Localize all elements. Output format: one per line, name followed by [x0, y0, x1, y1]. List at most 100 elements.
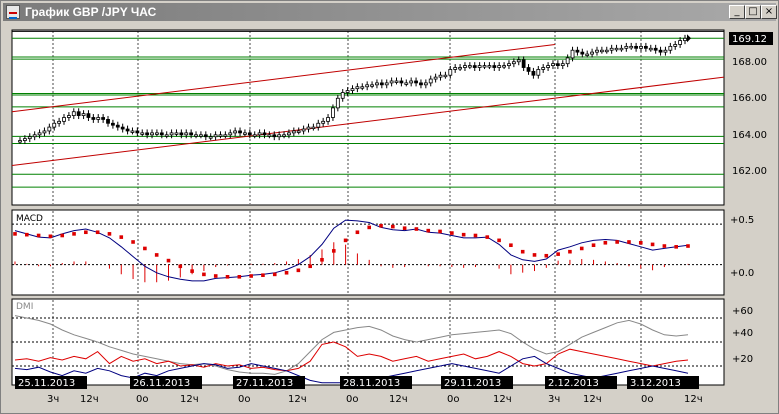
candle-body	[111, 122, 115, 126]
candle-body	[536, 69, 541, 76]
candle-body	[516, 59, 521, 63]
candle-body	[76, 111, 81, 116]
macd-signal-point	[579, 246, 584, 251]
macd-signal-point	[154, 253, 159, 257]
macd-signal-point	[438, 229, 442, 234]
candle-body	[487, 65, 492, 68]
macd-signal-point	[225, 275, 230, 279]
macd-signal-point	[343, 238, 348, 243]
minimize-button[interactable]: _	[729, 5, 745, 19]
macd-signal-point	[166, 258, 171, 263]
candle-body	[404, 82, 409, 85]
macd-signal-point	[308, 264, 312, 269]
macd-signal-point	[603, 240, 608, 245]
maximize-button[interactable]: □	[745, 5, 761, 19]
macd-signal-point	[532, 253, 537, 257]
macd-signal-point	[615, 240, 619, 244]
date-label: 28.11.2013	[343, 378, 400, 389]
dmi-label: DMI	[16, 302, 33, 312]
current-price-box	[729, 32, 773, 45]
candle-body	[282, 134, 286, 137]
candle-body	[252, 134, 257, 137]
macd-signal-point	[261, 273, 265, 277]
macd-label: MACD	[16, 214, 43, 224]
channel-upper-line	[11, 43, 556, 113]
candle-body	[243, 132, 247, 135]
candle-body	[86, 113, 91, 118]
price-panel[interactable]	[11, 29, 725, 206]
macd-signal-point	[638, 240, 643, 245]
candle-body	[585, 53, 590, 56]
candle-body	[125, 128, 130, 132]
candle-body	[370, 84, 374, 87]
candle-body	[663, 49, 668, 53]
macd-signal-point	[402, 226, 407, 230]
date-label-box	[340, 376, 412, 389]
candle-body	[71, 111, 76, 116]
price-levels	[12, 30, 724, 188]
title-bar[interactable]: График GBP /JPY ЧАС _ □ ×	[3, 3, 777, 21]
candle-body	[477, 65, 482, 68]
candle-body	[507, 63, 511, 66]
hour-label: 3ч	[47, 394, 59, 405]
chart-app-icon	[6, 5, 20, 19]
candle-body	[658, 49, 663, 53]
candle-body	[301, 128, 306, 132]
hour-label: 12ч	[493, 394, 512, 405]
candle-body	[42, 130, 47, 134]
candle-body	[648, 47, 653, 51]
candle-body	[257, 132, 262, 136]
candle-body	[546, 65, 550, 68]
dmi-tick: +40	[732, 328, 753, 339]
candle-body	[531, 70, 536, 76]
candle-body	[106, 119, 110, 124]
candle-body	[335, 97, 340, 109]
macd-signal-point	[272, 272, 277, 277]
macd-signal-point	[190, 269, 194, 273]
macd-signal-point	[119, 235, 124, 239]
candle-body	[624, 45, 629, 49]
candle-body	[433, 76, 438, 80]
candle-body	[565, 57, 570, 65]
date-label-box	[441, 376, 513, 389]
macd-signal-point	[72, 232, 76, 236]
macd-signal-point	[485, 235, 490, 239]
candle-body	[379, 82, 384, 86]
dmi-plus-di-line	[14, 341, 689, 372]
candle-body	[423, 82, 428, 86]
candle-body	[375, 82, 379, 86]
candle-body	[350, 88, 355, 91]
hour-labels: 3ч 12ч 0о 12ч 0о 12ч 0о 12ч 0о 12ч 3ч 12ч 0о 12ч	[47, 394, 703, 405]
candle-body	[150, 132, 154, 136]
date-label: 29.11.2013	[444, 378, 501, 389]
candle-body	[629, 45, 634, 49]
candle-body	[467, 65, 472, 68]
candle-body	[140, 132, 145, 135]
candle-body	[683, 37, 687, 42]
candle-body	[521, 59, 526, 68]
candle-body	[194, 134, 198, 137]
candle-body	[428, 78, 433, 84]
candle-body	[668, 45, 673, 51]
date-label-box	[627, 376, 699, 389]
macd-signal-point	[131, 240, 135, 244]
current-price-label: 169.12	[732, 34, 767, 45]
candle-body	[115, 124, 120, 128]
hour-label: 3ч	[548, 394, 560, 405]
date-label-box	[545, 376, 617, 389]
close-button[interactable]: ×	[761, 5, 777, 19]
macd-line	[14, 219, 689, 282]
candle-body	[511, 61, 516, 65]
candle-body	[560, 63, 565, 66]
hour-label: 12ч	[389, 394, 408, 405]
candle-body	[414, 80, 418, 84]
candle-body	[91, 117, 96, 120]
candle-body	[575, 49, 580, 53]
candle-body	[331, 107, 335, 118]
candle-body	[47, 126, 52, 132]
macd-signal-point	[662, 244, 667, 248]
candle-body	[463, 65, 467, 68]
price-axis: 169.12 168.00 166.00 164.00 162.00	[729, 32, 773, 177]
candle-body	[184, 132, 189, 136]
